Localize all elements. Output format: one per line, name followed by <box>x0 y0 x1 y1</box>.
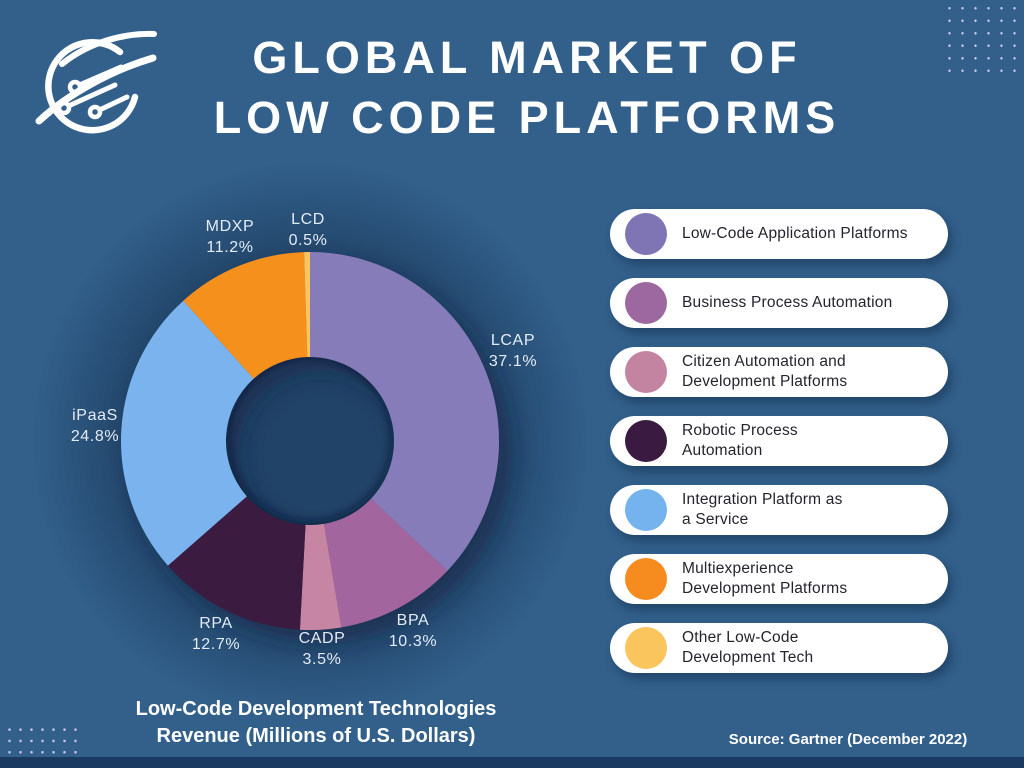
legend-swatch-icon <box>625 558 667 600</box>
legend-swatch-icon <box>625 282 667 324</box>
source-credit: Source: Gartner (December 2022) <box>728 731 968 748</box>
legend-item-3: Robotic Process Automation <box>610 416 948 466</box>
chart-caption-line1: Low-Code Development Technologies <box>135 698 497 720</box>
legend-label-line: Integration Platform as <box>682 491 843 508</box>
slice-percent-text: 3.5% <box>302 651 342 668</box>
slice-percent-text: 37.1% <box>488 353 538 370</box>
slice-name-text: LCAP <box>490 332 536 349</box>
slice-label-rpa: RPA 12.7% <box>192 613 240 655</box>
slice-percent-text: 11.2% <box>206 239 254 256</box>
legend-swatch-icon <box>625 420 667 462</box>
slice-label-ipaas: iPaaS 24.8% <box>71 405 119 447</box>
page-title-line1: GLOBAL MARKET OF <box>252 32 802 83</box>
legend-label: Business Process Automation <box>682 293 892 313</box>
legend-label-line: Business Process Automation <box>682 294 893 311</box>
legend-label-line: Development Tech <box>682 649 814 666</box>
slice-percent-text: 24.8% <box>70 428 120 445</box>
donut-slice-cadp <box>299 523 342 630</box>
legend-item-4: Integration Platform as a Service <box>610 485 948 535</box>
slice-name-text: BPA <box>396 612 430 629</box>
legend-label: Robotic Process Automation <box>682 421 798 461</box>
legend: Low-Code Application Platforms Business P… <box>610 209 948 692</box>
legend-label-line: Citizen Automation and <box>682 353 846 370</box>
chart-caption: Low-Code Development Technologies Revenu… <box>136 696 497 750</box>
legend-swatch-icon <box>625 213 667 255</box>
page-title: GLOBAL MARKET OF LOW CODE PLATFORMS <box>30 28 1024 148</box>
donut-slice-lcap <box>310 252 499 571</box>
slice-name-text: iPaaS <box>72 407 118 424</box>
slice-label-lcap: LCAP 37.1% <box>489 330 537 372</box>
slice-percent-text: 12.7% <box>191 636 241 653</box>
legend-item-6: Other Low-Code Development Tech <box>610 623 948 673</box>
donut-slice-ipaas <box>120 300 254 566</box>
legend-label: Integration Platform as a Service <box>682 490 843 530</box>
legend-label: Multiexperience Development Platforms <box>682 559 847 599</box>
slice-name-text: CADP <box>298 630 346 647</box>
slice-name-text: MDXP <box>205 218 255 235</box>
slice-label-cadp: CADP 3.5% <box>299 628 346 670</box>
slice-name-text: RPA <box>199 615 233 632</box>
legend-swatch-icon <box>625 351 667 393</box>
donut-slice-mdxp <box>183 252 308 379</box>
donut-slice-bpa <box>323 498 448 628</box>
slice-label-lcd: LCD 0.5% <box>289 209 328 251</box>
legend-item-2: Citizen Automation and Development Platfo… <box>610 347 948 397</box>
slice-percent-text: 0.5% <box>288 232 328 249</box>
legend-label-line: a Service <box>682 511 749 528</box>
legend-item-0: Low-Code Application Platforms <box>610 209 948 259</box>
slice-name-text: LCD <box>291 211 325 228</box>
legend-item-1: Business Process Automation <box>610 278 948 328</box>
chart-caption-line2: Revenue (Millions of U.S. Dollars) <box>156 725 476 747</box>
legend-label-line: Multiexperience <box>682 560 794 577</box>
donut-slice-lcd <box>304 251 310 358</box>
legend-label: Citizen Automation and Development Platfo… <box>682 352 847 392</box>
page-title-line2: LOW CODE PLATFORMS <box>213 92 841 143</box>
slice-percent-text: 10.3% <box>388 633 438 650</box>
globe-network-logo-icon <box>35 30 157 134</box>
legend-label-line: Robotic Process <box>682 422 798 439</box>
legend-swatch-icon <box>625 627 667 669</box>
legend-label-line: Automation <box>682 442 763 459</box>
legend-label: Low-Code Application Platforms <box>682 224 908 244</box>
slice-label-bpa: BPA 10.3% <box>389 610 437 652</box>
bottom-accent-strip <box>0 757 1024 768</box>
legend-label-line: Development Platforms <box>682 373 848 390</box>
donut-slice-rpa <box>167 496 306 630</box>
donut-chart <box>120 251 499 630</box>
legend-swatch-icon <box>625 489 667 531</box>
slice-label-mdxp: MDXP 11.2% <box>206 216 255 258</box>
legend-item-5: Multiexperience Development Platforms <box>610 554 948 604</box>
legend-label-line: Other Low-Code <box>682 629 799 646</box>
legend-label: Other Low-Code Development Tech <box>682 628 813 668</box>
legend-label-line: Development Platforms <box>682 580 848 597</box>
legend-label-line: Low-Code Application Platforms <box>682 225 908 242</box>
